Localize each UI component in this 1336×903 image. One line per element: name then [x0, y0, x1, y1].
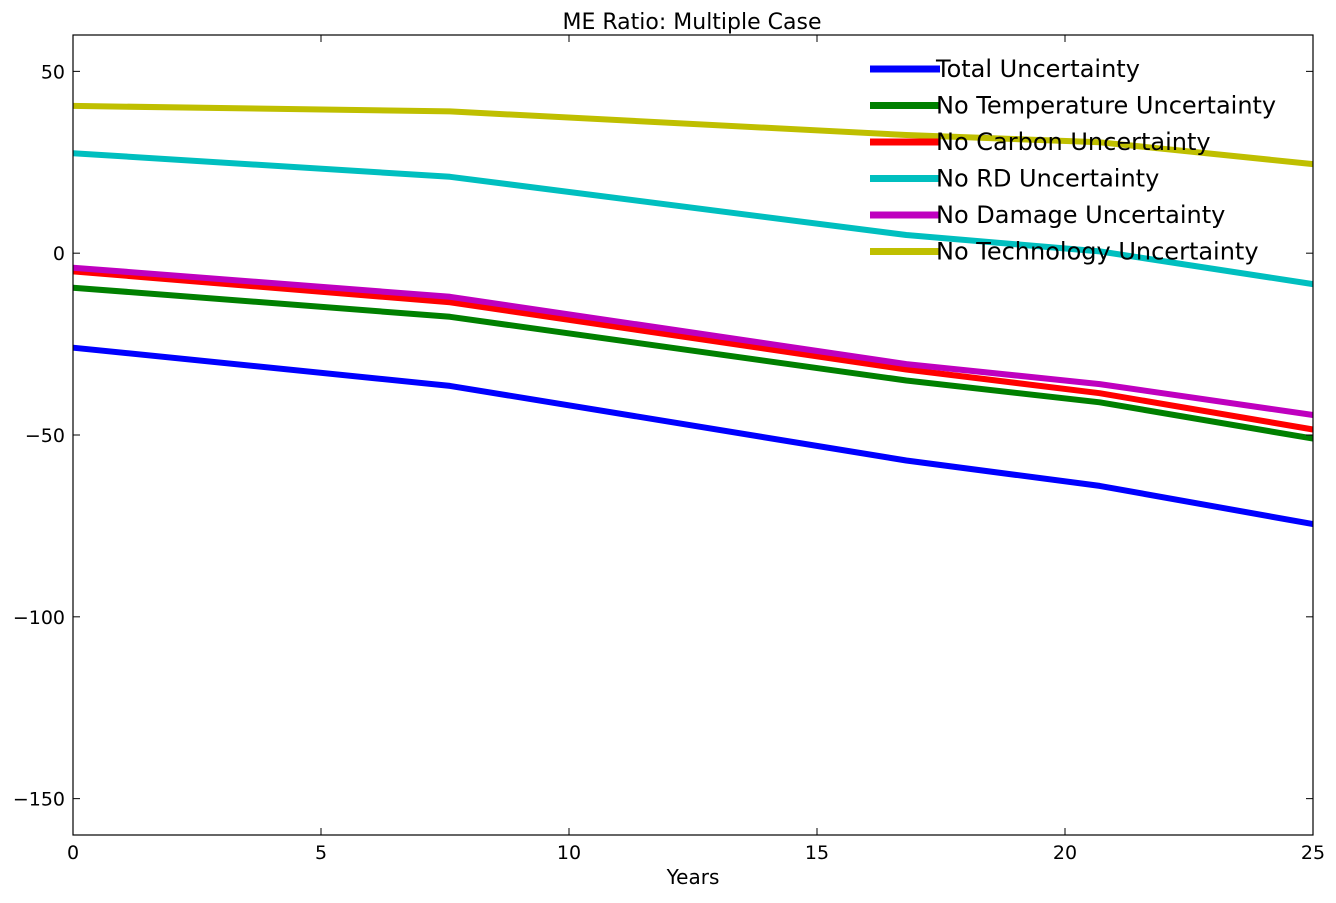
- y-tick-label: −100: [13, 607, 65, 629]
- legend-label-5: No Technology Uncertainty: [936, 238, 1259, 266]
- x-tick-label: 10: [557, 842, 581, 864]
- series-line-0: [72, 344, 1314, 528]
- legend-label-1: No Temperature Uncertainty: [936, 92, 1276, 120]
- series-line-2: [72, 268, 1314, 433]
- y-tick-label: −50: [25, 425, 65, 447]
- x-tick-label: 25: [1301, 842, 1325, 864]
- legend-label-3: No RD Uncertainty: [936, 165, 1159, 193]
- series-line-3: [72, 150, 1314, 288]
- y-tick-label: 50: [41, 61, 65, 83]
- series-line-5: [72, 102, 1314, 168]
- plot-lines: [72, 102, 1314, 528]
- y-tick-label: 0: [53, 243, 65, 265]
- chart-title: ME Ratio: Multiple Case: [563, 10, 822, 35]
- legend: Total Uncertainty No Temperature Uncertai…: [870, 55, 1276, 266]
- y-tick-label: −150: [13, 789, 65, 811]
- series-line-1: [72, 284, 1314, 442]
- legend-label-2: No Carbon Uncertainty: [936, 128, 1211, 156]
- x-tick-label: 15: [805, 842, 829, 864]
- series-line-4: [72, 264, 1314, 418]
- x-axis-label: Years: [666, 865, 720, 889]
- legend-label-0: Total Uncertainty: [935, 55, 1140, 83]
- legend-label-4: No Damage Uncertainty: [936, 201, 1225, 229]
- axis-ticks: 0 5 10 15 20 25 50 0 −50 −100 −150: [13, 35, 1325, 864]
- x-tick-label: 0: [67, 842, 79, 864]
- x-tick-label: 5: [315, 842, 327, 864]
- x-tick-label: 20: [1053, 842, 1077, 864]
